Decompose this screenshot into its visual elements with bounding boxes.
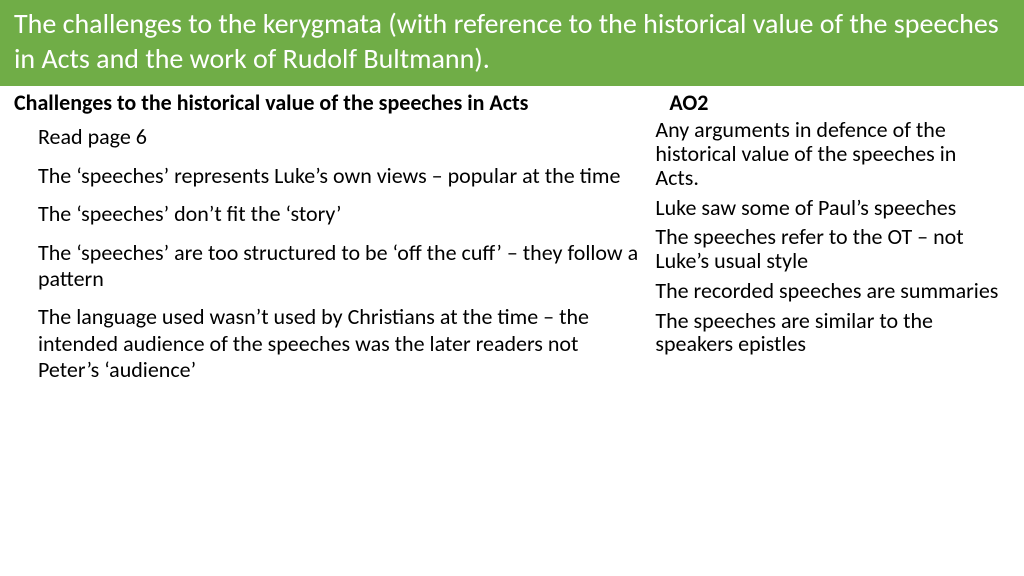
slide-title: The challenges to the kerygmata (with re… xyxy=(0,0,1024,86)
left-body: Read page 6 The ‘speeches’ represents Lu… xyxy=(14,124,641,383)
right-item: The recorded speeches are summaries xyxy=(655,279,1004,303)
right-item: The speeches refer to the OT – not Luke’… xyxy=(655,225,1004,273)
left-heading: Challenges to the historical value of th… xyxy=(14,90,641,116)
right-body: Any arguments in defence of the historic… xyxy=(655,118,1004,356)
left-item: The language used wasn’t used by Christi… xyxy=(38,304,641,383)
content-area: Challenges to the historical value of th… xyxy=(0,86,1024,396)
right-item: Any arguments in defence of the historic… xyxy=(655,118,1004,189)
right-item: The speeches are similar to the speakers… xyxy=(655,309,1004,357)
right-item: Luke saw some of Paul’s speeches xyxy=(655,196,1004,220)
left-item: The ‘speeches’ are too structured to be … xyxy=(38,240,641,293)
right-heading: AO2 xyxy=(655,90,1004,116)
left-item: Read page 6 xyxy=(38,124,641,150)
left-column: Challenges to the historical value of th… xyxy=(0,90,655,396)
right-column: AO2 Any arguments in defence of the hist… xyxy=(655,90,1024,396)
left-item: The ‘speeches’ don’t fit the ‘story’ xyxy=(38,201,641,227)
left-item: The ‘speeches’ represents Luke’s own vie… xyxy=(38,163,641,189)
